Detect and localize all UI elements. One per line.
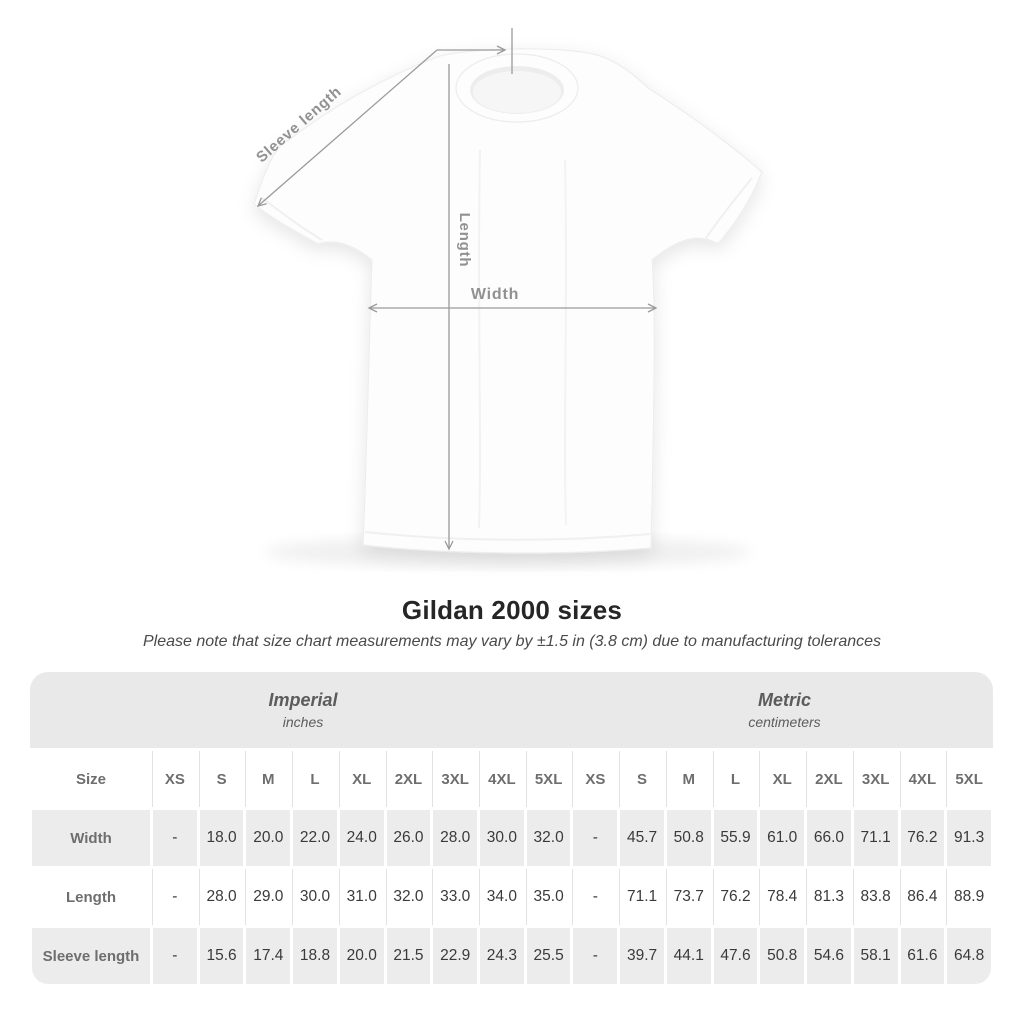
value-cell-imperial: 34.0 — [479, 869, 524, 925]
metric-label: Metric — [757, 689, 811, 710]
value-cell-metric: 73.7 — [665, 869, 711, 925]
value-cell-imperial: 24.0 — [338, 810, 384, 866]
value-cell-metric: - — [572, 928, 618, 984]
value-cell-imperial: - — [152, 928, 197, 984]
value-cell-imperial: 21.5 — [385, 928, 431, 984]
value-cell-imperial: - — [152, 810, 197, 866]
size-header-imperial: XS — [152, 751, 197, 807]
size-header-imperial: XL — [338, 751, 384, 807]
value-cell-metric: 50.8 — [665, 810, 711, 866]
row-label: Width — [32, 810, 150, 866]
value-cell-metric: 39.7 — [619, 928, 664, 984]
size-header-metric: 2XL — [806, 751, 851, 807]
size-header-imperial: 4XL — [479, 751, 524, 807]
value-cell-imperial: 22.9 — [432, 928, 478, 984]
value-cell-metric: 64.8 — [946, 928, 991, 984]
metric-sublabel: centimeters — [748, 714, 821, 730]
size-header-imperial: S — [198, 751, 244, 807]
value-cell-metric: 71.1 — [852, 810, 898, 866]
value-cell-metric: 76.2 — [899, 810, 945, 866]
value-cell-metric: - — [572, 810, 618, 866]
value-cell-imperial: 32.0 — [385, 869, 431, 925]
tshirt-image — [253, 48, 763, 554]
value-cell-imperial: 18.8 — [292, 928, 337, 984]
size-header-metric: 3XL — [852, 751, 898, 807]
value-cell-metric: 50.8 — [759, 928, 805, 984]
size-header-imperial: 5XL — [525, 751, 571, 807]
value-cell-imperial: 24.3 — [479, 928, 524, 984]
value-cell-metric: 81.3 — [806, 869, 851, 925]
value-cell-metric: 91.3 — [946, 810, 991, 866]
size-column-header: Size — [32, 751, 150, 807]
size-header-imperial: M — [245, 751, 291, 807]
value-cell-imperial: 20.0 — [338, 928, 384, 984]
size-header-imperial: 3XL — [432, 751, 478, 807]
value-cell-metric: - — [572, 869, 618, 925]
row-label: Length — [32, 869, 150, 925]
value-cell-metric: 66.0 — [806, 810, 851, 866]
value-cell-metric: 71.1 — [619, 869, 664, 925]
value-cell-imperial: 26.0 — [385, 810, 431, 866]
width-label: Width — [471, 286, 519, 303]
row-label: Sleeve length — [32, 928, 150, 984]
size-header-row: Size XS S M L XL 2XL 3XL 4XL 5XL XS S M L XL 2XL 3XL 4XL 5… — [32, 751, 991, 807]
size-header-metric: XS — [572, 751, 618, 807]
table-row: Sleeve length -15.6 17.4 18.8 20.0 21.5 22.9 24… — [32, 928, 991, 984]
imperial-header: Imperial inches — [30, 689, 576, 732]
value-cell-imperial: 22.0 — [292, 810, 337, 866]
value-cell-imperial: 30.0 — [479, 810, 524, 866]
value-cell-metric: 45.7 — [619, 810, 664, 866]
value-cell-imperial: - — [152, 869, 197, 925]
metric-header: Metric centimeters — [576, 689, 993, 732]
value-cell-imperial: 18.0 — [198, 810, 244, 866]
value-cell-metric: 44.1 — [665, 928, 711, 984]
value-cell-imperial: 35.0 — [525, 869, 571, 925]
sleeve-length-arrow — [256, 49, 438, 207]
size-header-metric: 4XL — [899, 751, 945, 807]
length-label: Length — [456, 213, 473, 268]
size-header-imperial: L — [292, 751, 337, 807]
imperial-sublabel: inches — [282, 714, 324, 730]
value-cell-metric: 76.2 — [712, 869, 758, 925]
value-cell-imperial: 17.4 — [245, 928, 291, 984]
value-cell-imperial: 28.0 — [432, 810, 478, 866]
value-cell-metric: 58.1 — [852, 928, 898, 984]
value-cell-imperial: 20.0 — [245, 810, 291, 866]
value-cell-metric: 78.4 — [759, 869, 805, 925]
tshirt-diagram: Sleeve length Length Width — [253, 28, 763, 568]
imperial-label: Imperial — [268, 689, 338, 710]
value-cell-imperial: 32.0 — [525, 810, 571, 866]
page-title: Gildan 2000 sizes — [401, 595, 623, 625]
table-row: Length -28.0 29.0 30.0 31.0 32.0 33.0 34.0 35.0-… — [32, 869, 991, 925]
size-header-metric: M — [665, 751, 711, 807]
value-cell-imperial: 31.0 — [338, 869, 384, 925]
measurement-arrows — [256, 28, 658, 551]
value-cell-metric: 86.4 — [899, 869, 945, 925]
value-cell-metric: 88.9 — [946, 869, 991, 925]
value-cell-metric: 61.6 — [899, 928, 945, 984]
value-cell-imperial: 25.5 — [525, 928, 571, 984]
size-header-metric: S — [619, 751, 664, 807]
size-header-metric: L — [712, 751, 758, 807]
size-table: Size XS S M L XL 2XL 3XL 4XL 5XL XS S M L XL 2XL 3XL 4XL 5… — [30, 748, 993, 987]
value-cell-metric: 47.6 — [712, 928, 758, 984]
value-cell-imperial: 33.0 — [432, 869, 478, 925]
size-header-imperial: 2XL — [385, 751, 431, 807]
size-header-metric: 5XL — [946, 751, 991, 807]
unit-header-band: Imperial inches Metric centimeters — [30, 672, 993, 748]
value-cell-metric: 61.0 — [759, 810, 805, 866]
value-cell-imperial: 29.0 — [245, 869, 291, 925]
tolerance-note: Please note that size chart measurements… — [142, 633, 882, 650]
size-header-metric: XL — [759, 751, 805, 807]
size-chart: Imperial inches Metric centimeters Size X… — [30, 672, 993, 987]
table-row: Width -18.0 20.0 22.0 24.0 26.0 28.0 30.0 32.0-4… — [32, 810, 991, 866]
value-cell-imperial: 28.0 — [198, 869, 244, 925]
value-cell-imperial: 30.0 — [292, 869, 337, 925]
value-cell-metric: 83.8 — [852, 869, 898, 925]
value-cell-metric: 54.6 — [806, 928, 851, 984]
value-cell-imperial: 15.6 — [198, 928, 244, 984]
value-cell-metric: 55.9 — [712, 810, 758, 866]
